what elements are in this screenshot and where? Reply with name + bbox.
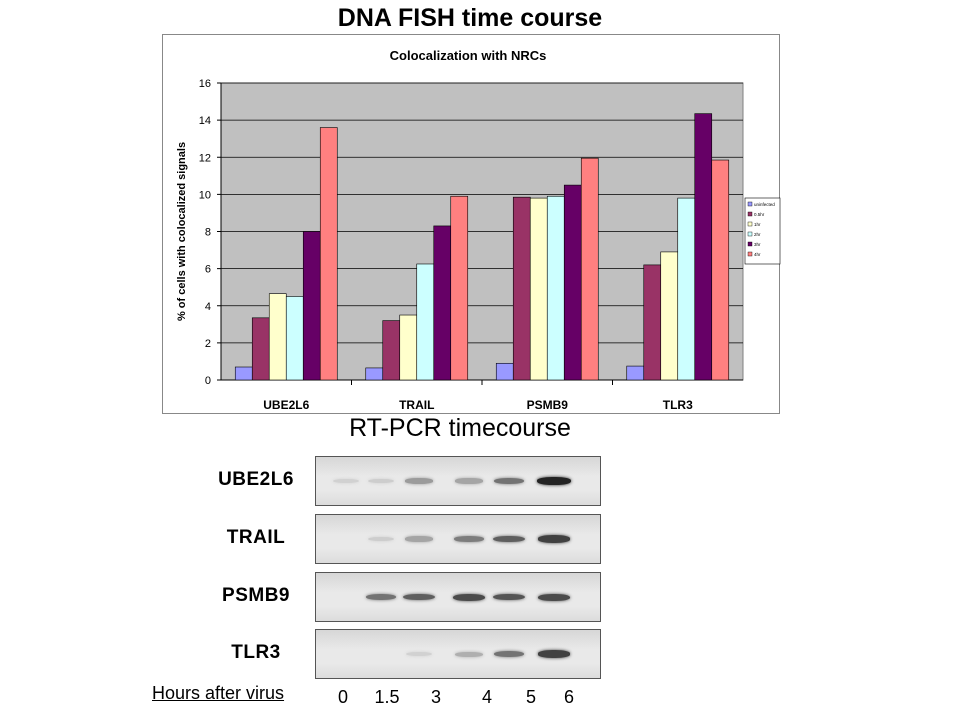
y-tick-label: 2	[205, 338, 211, 350]
y-tick-label: 14	[199, 115, 211, 127]
gel-band	[537, 650, 571, 658]
x-tick-label: PSMB9	[527, 398, 569, 412]
x-tick-label: TLR3	[663, 398, 693, 412]
legend-label: 2hr	[754, 232, 761, 237]
bar	[268, 293, 287, 381]
chart-frame: Colocalization with NRCs 0 2 4 6 8 10 12 14 16 UBE…	[162, 34, 781, 414]
legend-swatch	[747, 221, 753, 227]
hours-label: Hours after virus	[152, 683, 285, 703]
x-tick-label: UBE2L6	[263, 398, 309, 412]
bar	[580, 157, 599, 381]
gel-panel	[315, 572, 601, 622]
bar	[399, 314, 418, 381]
legend-swatch	[747, 251, 753, 257]
y-tick-label: 6	[205, 264, 211, 276]
bar	[450, 195, 469, 381]
gel-panel	[315, 629, 601, 679]
hour-tick-label: 1.5	[374, 687, 400, 707]
hour-tick-label: 0	[337, 687, 348, 707]
gel-panel	[315, 514, 601, 564]
y-tick-label: 4	[205, 301, 211, 313]
gel-band	[493, 535, 525, 543]
gel-band	[538, 593, 570, 601]
gel-band	[332, 478, 360, 484]
gel-band	[493, 477, 525, 485]
bar	[251, 317, 270, 381]
gel-band	[493, 593, 525, 601]
bar	[660, 251, 679, 381]
bar	[416, 263, 435, 381]
gel-band	[367, 536, 395, 542]
hour-tick-label: 3	[430, 687, 441, 707]
hour-tick-label: 6	[563, 687, 574, 707]
bar	[302, 231, 321, 381]
gel-band	[537, 477, 571, 485]
hour-tick-label: 4	[481, 687, 492, 707]
y-tick-label: 0	[205, 375, 211, 387]
x-tick-label: TRAIL	[399, 398, 434, 412]
bar-chart: Colocalization with NRCs 0 2 4 6 8 10 12 14 16 UBE…	[176, 48, 781, 412]
gel-band	[365, 593, 397, 601]
bar	[694, 113, 713, 381]
legend-label: uninfected	[754, 202, 775, 207]
bar	[626, 365, 645, 381]
legend-label: 0.5hr	[754, 212, 765, 217]
rt-pcr-title: RT-PCR timecourse	[349, 414, 571, 442]
gel-band	[537, 535, 571, 543]
gel-band	[405, 651, 433, 657]
chart-title: Colocalization with NRCs	[390, 48, 547, 63]
gel-band	[404, 536, 434, 542]
hour-tick-label: 5	[525, 687, 536, 707]
legend-label: 4hr	[754, 252, 761, 257]
gel-band	[367, 478, 395, 484]
bar	[365, 367, 384, 381]
gene-label: TRAIL	[226, 527, 286, 548]
legend-swatch	[747, 201, 753, 207]
bar	[677, 197, 696, 381]
gel-band	[453, 593, 485, 601]
gene-label: TLR3	[231, 642, 281, 663]
gel-band	[403, 593, 435, 601]
y-tick-label: 10	[199, 189, 211, 201]
bar	[512, 196, 531, 381]
y-axis-label: % of cells with colocalized signals	[176, 142, 188, 321]
bar	[495, 362, 514, 381]
bar	[234, 366, 253, 381]
legend-label: 1hr	[754, 222, 761, 227]
y-tick-label: 12	[199, 152, 211, 164]
gel-band	[404, 478, 434, 484]
page-title: DNA FISH time course	[337, 4, 603, 32]
legend-label: 3hr	[754, 242, 761, 247]
bar	[319, 127, 338, 381]
gel-band	[454, 478, 484, 484]
gel-band	[454, 536, 484, 542]
bar	[643, 264, 662, 381]
bar	[529, 197, 548, 381]
bar	[285, 296, 304, 381]
bar	[711, 159, 730, 381]
gene-label: UBE2L6	[218, 469, 294, 490]
gel-band	[455, 651, 483, 657]
legend-swatch	[747, 241, 753, 247]
legend-swatch	[747, 211, 753, 217]
bar	[433, 225, 452, 381]
bar	[382, 320, 401, 381]
gene-label: PSMB9	[222, 585, 290, 606]
gel-panel	[315, 456, 601, 506]
bar	[563, 184, 582, 381]
y-tick-label: 8	[205, 227, 211, 239]
legend-swatch	[747, 231, 753, 237]
y-tick-label: 16	[199, 78, 211, 90]
bar	[546, 195, 565, 381]
gel-band	[493, 650, 525, 658]
